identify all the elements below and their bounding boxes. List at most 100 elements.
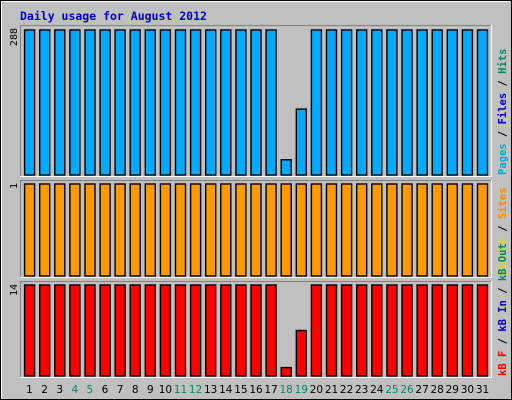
bar-day-24 (371, 284, 383, 377)
bar-day-27 (416, 29, 428, 176)
bar-day-23 (356, 29, 368, 176)
panel-legend: kB F / kB In / kB Out (497, 243, 509, 376)
bar-day-10 (159, 29, 172, 176)
bar-day-19 (295, 108, 307, 176)
bar-day-4 (69, 284, 81, 377)
legend-entry: Sites (497, 187, 509, 219)
bar-day-9 (144, 284, 157, 377)
bar-day-31 (476, 183, 489, 277)
bar-day-9 (144, 183, 157, 277)
x-tick-label: 9 (147, 384, 154, 396)
bar-day-29 (446, 284, 458, 377)
bar-day-16 (250, 29, 262, 176)
bar-day-5 (84, 183, 96, 277)
bar-day-9 (144, 29, 157, 176)
bar-day-6 (99, 29, 111, 176)
x-tick-label: 18 (280, 384, 293, 396)
x-tick-label: 19 (295, 384, 308, 396)
chart-title: Daily usage for August 2012 (20, 9, 207, 23)
bar-day-15 (235, 29, 247, 176)
legend-entry: kB Out (497, 243, 509, 281)
bar-day-30 (461, 183, 474, 277)
bar-day-23 (356, 284, 368, 377)
x-tick-label: 22 (340, 384, 353, 396)
legend-entry: kB F (497, 351, 509, 376)
y-max-label: 288 (9, 28, 20, 46)
bar-day-31 (476, 284, 489, 377)
bar-day-14 (220, 183, 232, 277)
x-tick-label: 13 (204, 384, 217, 396)
panel-legend: Pages / Files / Hits (497, 49, 509, 175)
bar-day-29 (446, 183, 458, 277)
visits-panel: 1 Visits / Sites (9, 180, 509, 278)
bar-day-17 (265, 284, 277, 377)
bar-day-8 (129, 284, 141, 377)
bar-day-21 (325, 183, 338, 277)
bar-day-11 (174, 284, 187, 377)
bar-day-5 (84, 29, 96, 176)
bar-day-22 (340, 183, 353, 277)
legend-entry: Files (497, 93, 509, 125)
y-max-label: 1 (9, 183, 20, 189)
bar-day-17 (265, 183, 277, 277)
bar-day-11 (174, 29, 187, 176)
legend-entry: / (497, 219, 509, 238)
bar-day-26 (401, 183, 413, 277)
bar-day-2 (39, 284, 51, 377)
bar-day-25 (386, 29, 398, 176)
bar-day-27 (416, 284, 428, 377)
bar-day-3 (54, 284, 66, 377)
bar-day-22 (340, 29, 353, 176)
hits-panel: 288 Pages / Files / Hits (9, 25, 509, 177)
bar-day-12 (189, 284, 202, 377)
y-max-label: 14 (9, 284, 20, 296)
bar-day-4 (69, 183, 81, 277)
bar-day-16 (250, 284, 262, 377)
panel-legend: Visits / Sites (497, 187, 509, 276)
bar-day-19 (295, 329, 307, 377)
bar-day-8 (129, 183, 141, 277)
bar-day-3 (54, 183, 66, 277)
bar-day-7 (114, 183, 126, 277)
bar-day-20 (310, 183, 323, 277)
bar-day-10 (159, 284, 172, 377)
x-tick-label: 27 (415, 384, 428, 396)
bar-day-3 (54, 29, 66, 176)
bar-day-28 (431, 284, 443, 377)
bar-day-13 (204, 284, 217, 377)
bar-day-21 (325, 29, 338, 176)
bar-day-7 (114, 284, 126, 377)
x-tick-label: 29 (446, 384, 459, 396)
bar-day-24 (371, 183, 383, 277)
x-tick-label: 14 (219, 384, 233, 396)
bar-day-1 (23, 284, 36, 377)
x-tick-label: 26 (400, 384, 414, 396)
bar-day-2 (39, 29, 51, 176)
bar-day-2 (39, 183, 51, 277)
x-tick-label: 20 (310, 384, 323, 396)
bar-day-28 (431, 29, 443, 176)
x-tick-label: 2 (41, 384, 48, 396)
bar-day-6 (99, 183, 111, 277)
bar-day-14 (220, 29, 232, 176)
legend-entry: Pages (497, 143, 509, 175)
bar-day-29 (446, 29, 458, 176)
x-tick-label: 21 (325, 384, 338, 396)
legend-entry: / (497, 281, 509, 300)
x-tick-label: 25 (385, 384, 398, 396)
bar-day-10 (159, 183, 172, 277)
bar-day-24 (371, 29, 383, 176)
bar-day-27 (416, 183, 428, 277)
bar-day-18 (280, 159, 292, 176)
legend-entry: Hits (497, 49, 509, 74)
bar-day-23 (356, 183, 368, 277)
bar-day-11 (174, 183, 187, 277)
bar-day-13 (204, 183, 217, 277)
legend-entry: kB In (497, 300, 509, 332)
bar-day-1 (23, 29, 36, 176)
chart-panels: 288 Pages / Files / Hits 1 Visits / Sites 14… (9, 25, 509, 378)
bar-day-15 (235, 183, 247, 277)
x-tick-label: 30 (461, 384, 474, 396)
